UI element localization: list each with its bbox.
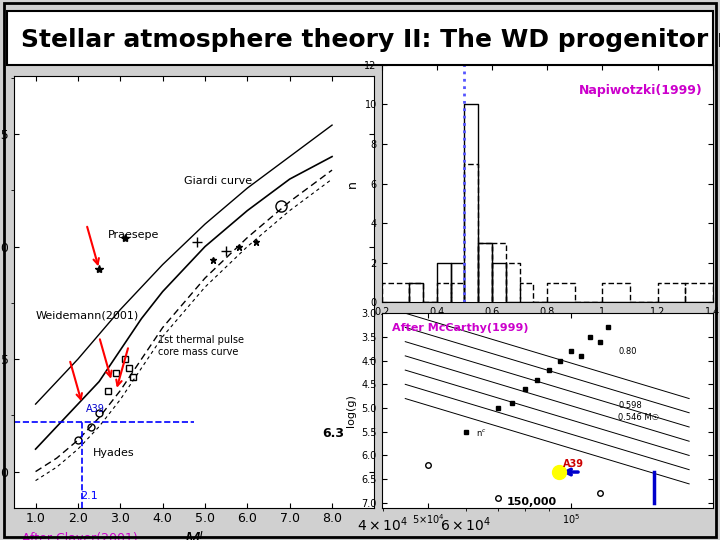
X-axis label: Mᴵ: Mᴵ [185,531,204,540]
Text: Giardi curve: Giardi curve [184,176,252,186]
Text: Stellar atmosphere theory II: The WD progenitor mass: Stellar atmosphere theory II: The WD pro… [22,29,720,52]
FancyBboxPatch shape [7,11,713,65]
Text: Praesepe: Praesepe [107,230,159,240]
Text: n$^c$: n$^c$ [476,428,487,438]
Text: After McCarthy(1999): After McCarthy(1999) [392,323,528,333]
Text: 150,000: 150,000 [506,497,557,507]
X-axis label: M/M☉: M/M☉ [531,323,564,333]
Text: 1st thermal pulse
core mass curve: 1st thermal pulse core mass curve [158,335,244,356]
Text: 6.3: 6.3 [322,427,344,440]
Text: After Claver(2001): After Claver(2001) [22,532,138,540]
Y-axis label: n: n [346,180,359,187]
Text: Napiwotzki(1999): Napiwotzki(1999) [579,84,703,97]
X-axis label: T$_{eff}$ (K): T$_{eff}$ (K) [528,539,566,540]
Text: 0.546 M☉: 0.546 M☉ [618,413,660,422]
Text: Weidemann(2001): Weidemann(2001) [35,310,139,321]
Text: 0.80: 0.80 [618,347,636,355]
Y-axis label: log(g): log(g) [346,394,356,427]
Text: 0.598: 0.598 [618,401,642,410]
Text: A39: A39 [563,460,584,469]
Text: A39: A39 [86,404,105,414]
Text: Hyades: Hyades [93,448,135,458]
Text: 2.1: 2.1 [80,491,98,501]
